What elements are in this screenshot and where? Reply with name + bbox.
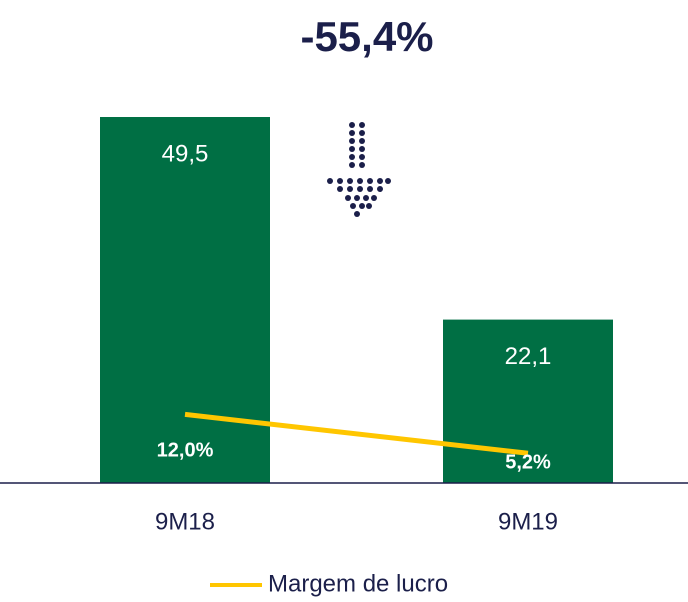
bar-value-label: 22,1 <box>505 343 552 370</box>
chart-title: -55,4% <box>300 13 433 60</box>
bar <box>100 117 270 483</box>
margin-value-label: 12,0% <box>157 440 214 462</box>
bar-value-label: 49,5 <box>162 140 209 167</box>
margin-line <box>184 411 529 456</box>
down-arrow-icon <box>327 122 391 217</box>
legend-label: Margem de lucro <box>268 570 448 597</box>
x-tick-label: 9M19 <box>498 508 558 535</box>
bar <box>443 319 613 483</box>
x-tick-label: 9M18 <box>155 508 215 535</box>
margin-value-label: 5,2% <box>505 452 551 474</box>
